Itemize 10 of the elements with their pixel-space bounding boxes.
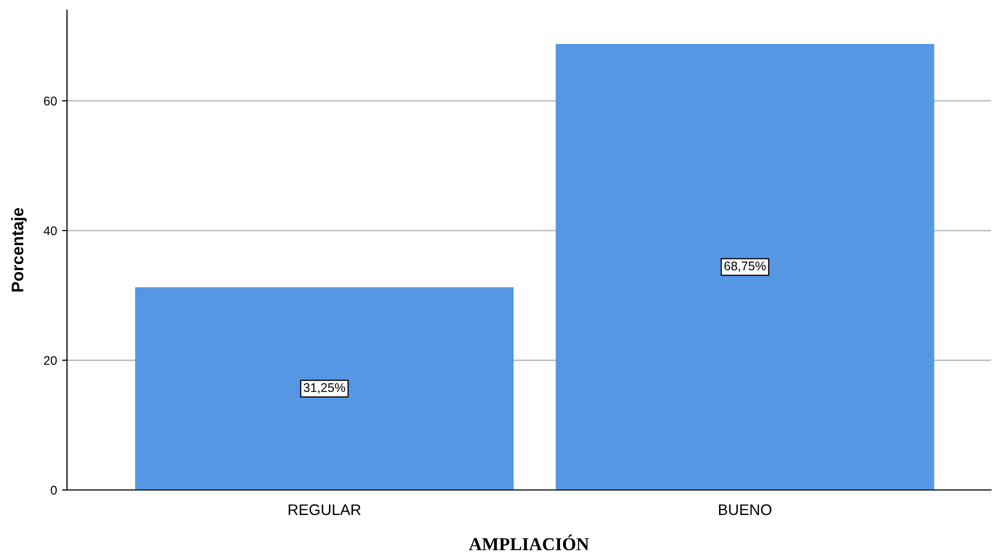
x-tick-label: BUENO — [719, 504, 772, 516]
x-axis-title: AMPLIACIÓN — [468, 534, 589, 550]
y-tick-label: 0 — [50, 486, 57, 495]
y-tick-label: 60 — [44, 96, 57, 106]
y-tick-label: 40 — [44, 226, 57, 236]
y-tick-label: 20 — [44, 356, 57, 365]
data-label: 68,75% — [724, 262, 766, 272]
y-axis-title: Porcentaje — [11, 208, 27, 292]
x-tick-label: REGULAR — [288, 504, 361, 516]
data-label: 31,25% — [304, 383, 346, 394]
